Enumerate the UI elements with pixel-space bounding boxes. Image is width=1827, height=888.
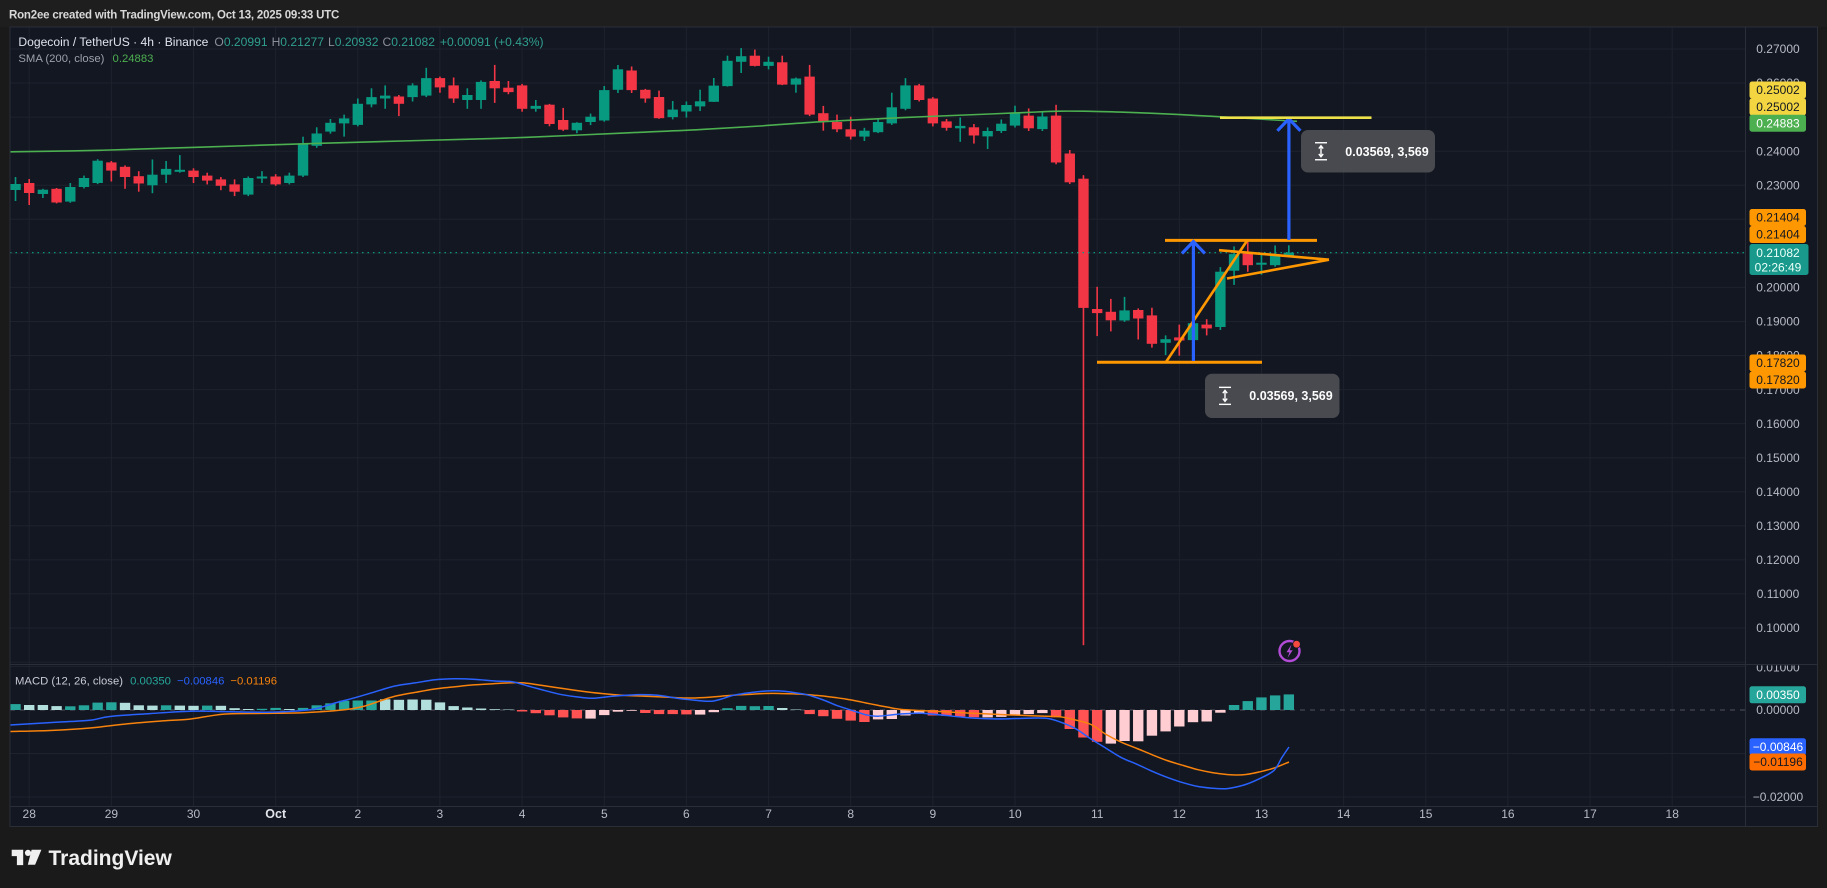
svg-text:10: 10 xyxy=(1008,807,1022,821)
svg-text:Oct: Oct xyxy=(265,807,287,821)
svg-text:0.16000: 0.16000 xyxy=(1756,417,1800,431)
svg-text:6: 6 xyxy=(683,807,690,821)
svg-text:0.14000: 0.14000 xyxy=(1756,485,1800,499)
svg-text:4: 4 xyxy=(519,807,526,821)
svg-text:28: 28 xyxy=(23,807,37,821)
svg-text:11: 11 xyxy=(1091,807,1104,821)
svg-text:0.10000: 0.10000 xyxy=(1756,621,1800,635)
svg-text:0.20000: 0.20000 xyxy=(1756,281,1800,295)
svg-text:−0.00846: −0.00846 xyxy=(1753,740,1804,754)
svg-text:0.00000: 0.00000 xyxy=(1756,703,1800,717)
svg-text:0.00350: 0.00350 xyxy=(1756,688,1800,702)
svg-text:SMA (200, close) 0.24883: SMA (200, close) 0.24883 xyxy=(18,53,153,65)
svg-text:13: 13 xyxy=(1255,807,1269,821)
svg-text:7: 7 xyxy=(765,807,772,821)
svg-text:12: 12 xyxy=(1173,807,1187,821)
svg-text:2: 2 xyxy=(354,807,361,821)
svg-text:0.23000: 0.23000 xyxy=(1756,178,1800,192)
svg-text:02:26:49: 02:26:49 xyxy=(1755,261,1802,275)
svg-text:0.24883: 0.24883 xyxy=(1756,116,1800,130)
svg-text:0.15000: 0.15000 xyxy=(1756,451,1800,465)
svg-text:0.12000: 0.12000 xyxy=(1756,553,1800,567)
svg-text:5: 5 xyxy=(601,807,608,821)
svg-text:Dogecoin / TetherUS · 4h · Bin: Dogecoin / TetherUS · 4h · Binance O0.209… xyxy=(18,35,543,49)
svg-text:0.21404: 0.21404 xyxy=(1756,228,1800,242)
svg-text:−0.01196: −0.01196 xyxy=(1753,755,1803,769)
svg-text:0.03569, 3,569: 0.03569, 3,569 xyxy=(1345,145,1428,159)
svg-text:0.19000: 0.19000 xyxy=(1756,315,1800,329)
svg-text:MACD (12, 26, close) 0.00350−0: MACD (12, 26, close) 0.00350 −0.00846 −0.0… xyxy=(15,676,277,688)
svg-text:TradingView: TradingView xyxy=(49,847,173,870)
svg-text:0.17820: 0.17820 xyxy=(1756,356,1800,370)
svg-text:14: 14 xyxy=(1337,807,1351,821)
svg-text:0.01000: 0.01000 xyxy=(1756,661,1800,675)
svg-text:0.25002: 0.25002 xyxy=(1756,100,1800,114)
svg-text:0.21082: 0.21082 xyxy=(1756,246,1800,260)
svg-text:Ron2ee created with TradingVie: Ron2ee created with TradingView.com, Oct… xyxy=(9,10,339,22)
svg-text:8: 8 xyxy=(847,807,854,821)
svg-text:29: 29 xyxy=(105,807,119,821)
svg-text:30: 30 xyxy=(187,807,201,821)
svg-text:15: 15 xyxy=(1419,807,1433,821)
svg-text:0.27000: 0.27000 xyxy=(1756,42,1800,56)
svg-text:0.25002: 0.25002 xyxy=(1756,83,1800,97)
svg-text:16: 16 xyxy=(1501,807,1515,821)
svg-text:0.13000: 0.13000 xyxy=(1756,519,1800,533)
svg-text:−0.02000: −0.02000 xyxy=(1753,790,1804,804)
svg-text:17: 17 xyxy=(1583,807,1597,821)
svg-text:3: 3 xyxy=(437,807,444,821)
svg-text:0.11000: 0.11000 xyxy=(1757,587,1800,601)
svg-text:9: 9 xyxy=(930,807,937,821)
svg-text:18: 18 xyxy=(1666,807,1680,821)
svg-text:0.21404: 0.21404 xyxy=(1756,211,1800,225)
svg-text:0.24000: 0.24000 xyxy=(1756,144,1800,158)
svg-text:0.17820: 0.17820 xyxy=(1756,373,1800,387)
svg-text:0.03569, 3,569: 0.03569, 3,569 xyxy=(1249,389,1332,403)
